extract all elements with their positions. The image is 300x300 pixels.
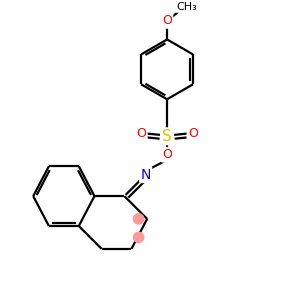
- Circle shape: [134, 232, 144, 242]
- Text: O: O: [188, 127, 198, 140]
- Text: O: O: [162, 14, 172, 27]
- Text: S: S: [162, 129, 172, 144]
- Text: O: O: [136, 127, 146, 140]
- Text: CH₃: CH₃: [177, 2, 197, 12]
- Text: O: O: [162, 148, 172, 161]
- Circle shape: [134, 214, 144, 224]
- Text: N: N: [140, 168, 151, 182]
